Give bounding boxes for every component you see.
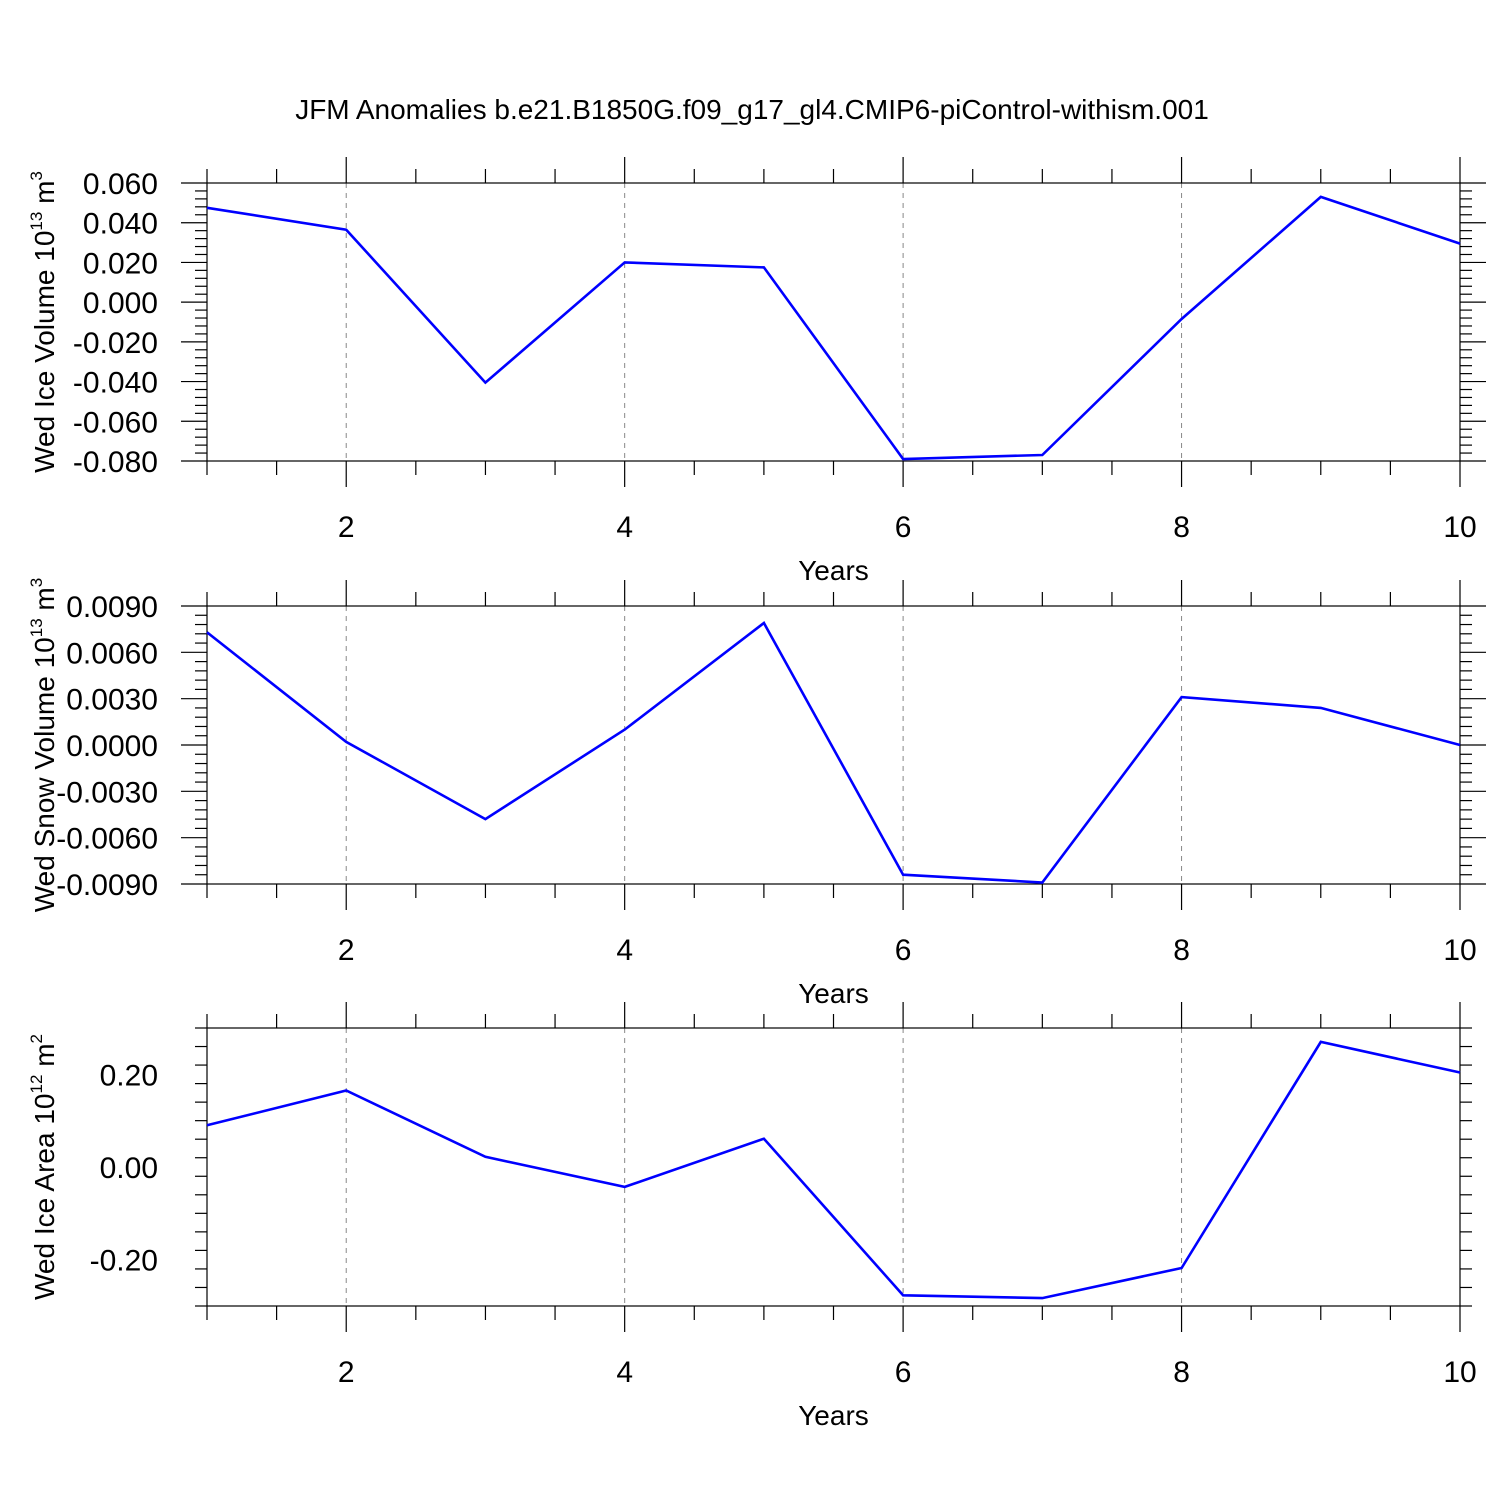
y-tick-label: 0.00 xyxy=(100,1152,158,1185)
panels: -0.080 -0.060 -0.040 -0.020 0.000 0.020 0.040 0… xyxy=(27,157,1486,1431)
data-point xyxy=(1458,1070,1462,1074)
x-axis-title: Years xyxy=(798,978,869,1009)
data-point xyxy=(901,1293,905,1297)
x-tick-label: 4 xyxy=(616,1356,633,1389)
y-axis-title-text: Wed Snow Volume 10 xyxy=(29,637,60,912)
y-axis-title: Wed Ice Volume 1013 m3 xyxy=(27,171,60,473)
data-point xyxy=(1040,453,1044,457)
plot-frame xyxy=(206,182,1461,462)
x-tick-label: 6 xyxy=(895,1356,912,1389)
x-tick-label: 8 xyxy=(1173,1356,1190,1389)
series-line xyxy=(206,1040,1461,1300)
y-axis-title-unit-exponent: 2 xyxy=(27,1034,46,1043)
x-tick-label: 10 xyxy=(1443,934,1476,967)
x-axis-title: Years xyxy=(798,1400,869,1431)
x-tick-label: 10 xyxy=(1443,511,1476,544)
y-tick-label: -0.040 xyxy=(73,367,158,400)
y-tick-label: -0.060 xyxy=(73,406,158,439)
panel-2: -0.0090 -0.0060 -0.0030 0.0000 0.0030 0.0060 0… xyxy=(27,578,1486,1009)
data-point xyxy=(623,260,627,264)
data-point xyxy=(1319,1040,1323,1044)
y-tick-label: 0.060 xyxy=(83,168,158,201)
y-axis-title-unit: m xyxy=(29,1043,60,1074)
data-point xyxy=(1180,695,1184,699)
y-tick-label: 0.0090 xyxy=(66,591,158,624)
series-line xyxy=(206,621,1461,884)
data-point xyxy=(483,381,487,385)
data-point xyxy=(1319,195,1323,199)
data-point xyxy=(483,1155,487,1159)
y-axis-title-exponent: 12 xyxy=(27,1075,46,1094)
y-tick-label: 0.040 xyxy=(83,208,158,241)
y-tick-label: -0.0090 xyxy=(56,869,158,902)
x-tick-label: 6 xyxy=(895,511,912,544)
x-tick-label: 2 xyxy=(338,934,355,967)
x-tick-label: 6 xyxy=(895,934,912,967)
data-point xyxy=(1458,242,1462,246)
y-tick-label: 0.020 xyxy=(83,247,158,280)
y-axis-title-text: Wed Ice Volume 10 xyxy=(29,231,60,473)
y-axis-title-text: Wed Ice Area 10 xyxy=(29,1094,60,1301)
figure-title: JFM Anomalies b.e21.B1850G.f09_g17_gl4.C… xyxy=(295,94,1209,125)
y-tick-label: 0.0060 xyxy=(66,637,158,670)
data-point xyxy=(344,740,348,744)
data-point xyxy=(1319,706,1323,710)
data-point xyxy=(1040,880,1044,884)
x-tick-label: 4 xyxy=(616,934,633,967)
data-point xyxy=(344,1089,348,1093)
y-axis-title-exponent: 13 xyxy=(27,618,46,637)
x-tick-label: 10 xyxy=(1443,1356,1476,1389)
x-tick-label: 4 xyxy=(616,511,633,544)
data-point xyxy=(901,457,905,461)
y-tick-label: -0.020 xyxy=(73,327,158,360)
x-tick-label: 2 xyxy=(338,1356,355,1389)
y-axis-title-unit: m xyxy=(29,181,60,212)
data-point xyxy=(344,228,348,232)
y-tick-label: -0.20 xyxy=(90,1245,158,1278)
y-tick-label: -0.0060 xyxy=(56,823,158,856)
data-point xyxy=(1180,1266,1184,1270)
data-point xyxy=(1458,743,1462,747)
y-axis-title-unit-exponent: 3 xyxy=(27,578,46,587)
y-tick-label: 0.20 xyxy=(100,1059,158,1092)
data-point xyxy=(1040,1296,1044,1300)
data-point xyxy=(1180,317,1184,321)
x-tick-label: 2 xyxy=(338,511,355,544)
data-point xyxy=(205,1123,209,1127)
data-point xyxy=(205,206,209,210)
data-point xyxy=(205,630,209,634)
x-axis-title: Years xyxy=(798,555,869,586)
data-point xyxy=(762,1137,766,1141)
plot-frame xyxy=(206,1027,1461,1307)
data-point xyxy=(762,265,766,269)
y-tick-label: 0.000 xyxy=(83,287,158,320)
y-tick-label: 0.0030 xyxy=(66,684,158,717)
data-point xyxy=(901,873,905,877)
y-axis-title: Wed Ice Area 1012 m2 xyxy=(27,1034,60,1300)
y-axis-title: Wed Snow Volume 1013 m3 xyxy=(27,578,60,912)
panel-3: -0.20 0.00 0.20 2 4 6 8 10 Years Wed Ice Area 101… xyxy=(27,1002,1477,1431)
panel-1: -0.080 -0.060 -0.040 -0.020 0.000 0.020 0.040 0… xyxy=(27,157,1486,586)
data-point xyxy=(762,621,766,625)
data-point xyxy=(623,728,627,732)
series-line xyxy=(206,195,1461,461)
y-axis-title-exponent: 13 xyxy=(27,212,46,231)
plot-frame xyxy=(206,605,1461,885)
y-tick-label: -0.080 xyxy=(73,446,158,479)
y-tick-label: 0.0000 xyxy=(66,730,158,763)
y-axis-title-unit-exponent: 3 xyxy=(27,171,46,180)
x-tick-label: 8 xyxy=(1173,934,1190,967)
y-tick-label: -0.0030 xyxy=(56,776,158,809)
data-point xyxy=(483,817,487,821)
data-point xyxy=(623,1185,627,1189)
y-axis-title-unit: m xyxy=(29,587,60,618)
x-tick-label: 8 xyxy=(1173,511,1190,544)
